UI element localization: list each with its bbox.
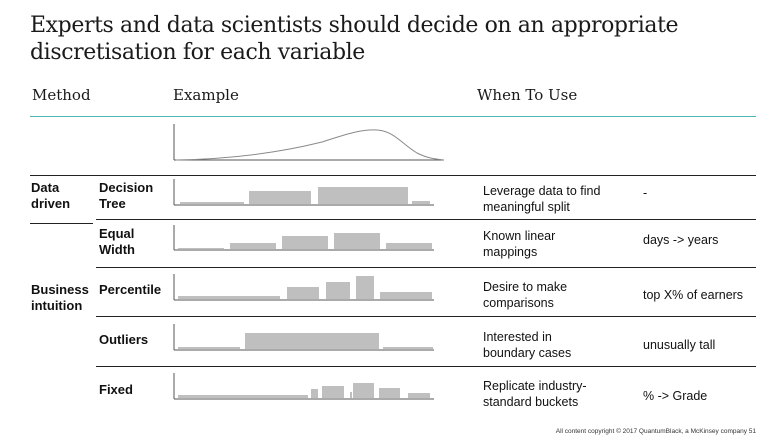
method-label: Fixed (99, 382, 133, 397)
when-to-use-text: Replicate industry-standard buckets (483, 379, 587, 409)
method-label: Decision Tree (99, 180, 154, 211)
row-divider (96, 366, 756, 367)
row-divider (96, 219, 756, 220)
method-label: Percentile (99, 282, 162, 297)
example-text: days -> years (643, 233, 719, 247)
when-to-use-text: Desire to make comparisons (483, 280, 568, 310)
copyright-footer: All content copyright © 2017 QuantumBlac… (555, 428, 756, 435)
method-label: Equal Width (99, 226, 135, 257)
example-text: % -> Grade (643, 389, 708, 403)
outliers-bins (173, 324, 434, 351)
when-to-use-text: Leverage data to find meaningful split (483, 184, 601, 214)
distribution-curve-chart (173, 124, 445, 161)
distribution-curve (175, 129, 445, 161)
when-to-use-text: Interested in boundary cases (483, 330, 572, 360)
when-to-use-text: Known linear mappings (483, 229, 556, 259)
header-example: Example (173, 86, 239, 104)
group-label-business-intuition: Business intuition (31, 282, 89, 313)
row-divider (96, 316, 756, 317)
method-label: Outliers (99, 332, 149, 347)
header-when-to-use: When To Use (477, 86, 578, 104)
header-method: Method (32, 86, 91, 104)
example-text: unusually tall (643, 338, 716, 352)
page-title: Experts and data scientists should decid… (30, 13, 679, 65)
fixed-bins (173, 373, 434, 400)
header-divider (30, 116, 756, 117)
row-divider (96, 267, 756, 268)
row-divider (30, 175, 756, 176)
example-text: - (643, 186, 648, 200)
percentile-bins (173, 274, 434, 301)
equal-width-bins (173, 225, 434, 251)
decision-tree-bins (173, 179, 434, 206)
example-text: top X% of earners (643, 288, 744, 302)
row-divider (30, 223, 93, 224)
group-label-data-driven: Data driven (31, 180, 71, 211)
